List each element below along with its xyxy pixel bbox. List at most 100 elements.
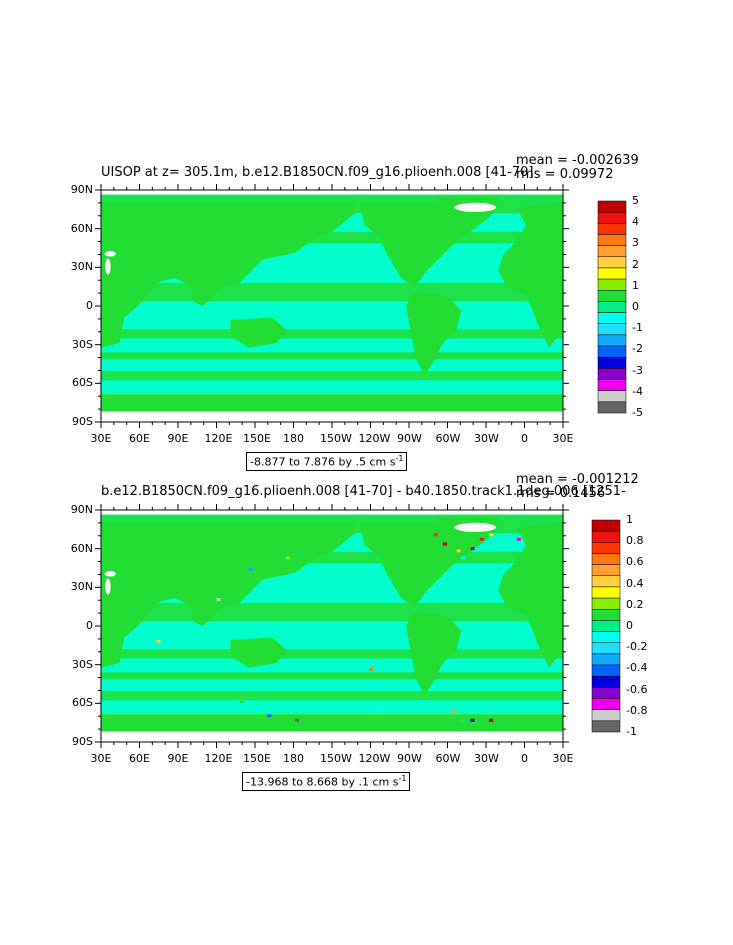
x-tick-label: 150W	[320, 432, 352, 445]
colorbar-label: 1	[626, 513, 633, 526]
anomaly-speckle	[507, 533, 512, 537]
landmass	[101, 521, 356, 668]
x-tick-label: 120E	[204, 752, 233, 765]
colorbar-label: 3	[632, 236, 639, 250]
landmass	[101, 201, 356, 348]
anomaly-speckle	[516, 537, 521, 541]
anomaly-speckle	[248, 568, 253, 571]
colorbar-segment	[591, 597, 621, 610]
x-tick-label: 30E	[90, 432, 112, 445]
x-tick-label: 90W	[397, 752, 422, 765]
colorbar-segment	[591, 575, 621, 588]
colorbar-segment	[591, 698, 621, 710]
colorbar-label: 0.8	[626, 534, 644, 548]
colorbar-segment	[591, 653, 621, 666]
landmass	[405, 612, 462, 696]
range-label: -8.877 to 7.876 by .5 cm s-1	[246, 452, 408, 471]
missing-data-gulf	[105, 258, 111, 275]
colorbar-label: -1	[632, 321, 643, 335]
anomaly-speckle	[479, 537, 484, 541]
missing-data-caspian	[104, 251, 116, 257]
colorbar-label: 2	[632, 257, 639, 271]
landmass	[498, 201, 563, 348]
rms-label: rms = 0.1456	[516, 486, 606, 501]
colorbar-label: -0.2	[626, 640, 648, 654]
anomaly-speckle	[239, 700, 244, 704]
y-tick-label: 90S	[72, 735, 93, 748]
colorbar-segment	[591, 553, 621, 565]
y-tick-label: 30S	[72, 657, 93, 671]
colorbar-label: -0.8	[626, 703, 648, 717]
x-tick-label: 150E	[243, 752, 271, 765]
colorbar-segment	[591, 609, 621, 621]
missing-data-arctic	[454, 522, 497, 533]
anomaly-speckle	[489, 718, 494, 722]
y-tick-label: 0	[86, 619, 93, 632]
anomaly-speckle	[295, 718, 300, 722]
near-zero-band	[101, 370, 563, 381]
landmass	[498, 521, 563, 668]
x-tick-label: 150W	[320, 752, 352, 765]
x-tick-label: 90W	[397, 432, 422, 445]
landmass	[230, 317, 286, 348]
near-zero-band	[101, 690, 563, 701]
y-tick-label: 30N	[70, 260, 93, 274]
colorbar-label: 0.2	[626, 597, 644, 611]
colorbar-segment	[591, 675, 621, 688]
near-zero-band	[101, 231, 563, 244]
anomaly-speckle	[285, 556, 290, 560]
anomaly-speckle	[470, 718, 475, 722]
x-tick-label: 30E	[552, 432, 574, 445]
anomaly-speckle	[267, 714, 272, 718]
colorbar-label: -4	[632, 384, 643, 398]
mean-label: mean = -0.001212	[516, 472, 639, 487]
anomaly-speckle	[156, 639, 161, 643]
x-tick-label: 30E	[552, 752, 574, 765]
colorbar-label: 0.6	[626, 555, 644, 569]
anomaly-speckle	[216, 598, 221, 602]
x-tick-label: 60W	[435, 752, 461, 765]
anomaly-speckle	[378, 707, 383, 711]
x-tick-label: 0	[521, 432, 528, 445]
y-tick-label: 60N	[70, 221, 93, 235]
anomaly-speckle	[452, 709, 457, 713]
y-tick-label: 30S	[72, 337, 93, 351]
x-tick-label: 30W	[474, 752, 499, 765]
colorbar-segment	[591, 564, 621, 577]
colorbar-segment	[591, 519, 621, 532]
colorbar-segment	[591, 687, 621, 699]
anomaly-speckle	[461, 718, 466, 722]
y-tick-label: 60N	[70, 541, 93, 555]
missing-data-south	[101, 411, 563, 422]
plot-title: UISOP at z= 305.1m, b.e12.B1850CN.f09_g1…	[101, 165, 534, 180]
units-superscript: -1	[395, 454, 404, 463]
y-tick-label: 90N	[70, 503, 93, 516]
colorbar-segment	[591, 631, 621, 643]
continents	[101, 516, 563, 742]
landmass	[230, 637, 286, 668]
colorbar-label: 0.4	[626, 576, 644, 590]
x-tick-label: 120E	[204, 432, 233, 445]
colorbar-segment	[591, 620, 621, 632]
landmass	[405, 292, 462, 376]
x-tick-label: 150E	[243, 432, 271, 445]
x-tick-label: 120W	[358, 432, 391, 445]
y-tick-label: 90N	[70, 183, 93, 196]
map-plot	[95, 184, 627, 428]
mean-label: mean = -0.002639	[516, 153, 639, 168]
anomaly-speckle	[442, 542, 447, 546]
y-tick-label: 60S	[72, 376, 93, 390]
x-tick-label: 90E	[167, 752, 189, 765]
colorbar-label: 4	[632, 215, 639, 229]
colorbar-segment	[591, 709, 621, 722]
colorbar-segment	[591, 586, 621, 599]
x-tick-label: 60E	[129, 752, 150, 765]
colorbar-label: 5	[632, 194, 639, 207]
x-tick-label: 30W	[474, 432, 499, 445]
near-zero-band	[101, 352, 563, 360]
y-tick-label: 60S	[72, 696, 93, 710]
anomaly-speckle	[489, 533, 494, 537]
x-tick-label: 0	[521, 752, 528, 765]
missing-data-south	[101, 731, 563, 742]
